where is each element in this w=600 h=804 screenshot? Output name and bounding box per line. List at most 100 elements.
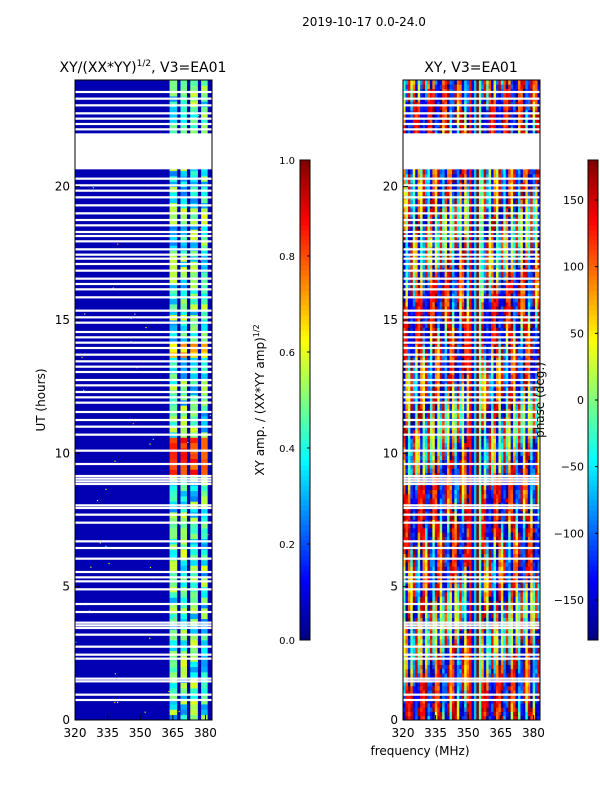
phase-cell	[498, 596, 501, 601]
amplitude-cell	[190, 80, 198, 86]
phase-cell	[459, 669, 462, 674]
phase-cell	[459, 421, 462, 426]
phase-cell	[518, 549, 521, 554]
phase-cell	[474, 413, 477, 418]
phase-cell	[420, 468, 423, 473]
phase-cell	[449, 703, 452, 708]
phase-cell	[469, 404, 472, 409]
phase-cell	[437, 524, 440, 529]
amplitude-cell	[190, 528, 198, 534]
phase-cell	[467, 703, 470, 708]
phase-cell	[462, 528, 465, 533]
phase-cell	[467, 455, 470, 460]
phase-cell	[454, 703, 457, 708]
phase-cell	[437, 451, 440, 456]
phase-cell	[506, 549, 509, 554]
amplitude-cell	[190, 171, 198, 177]
phase-cell	[496, 562, 499, 567]
phase-cell	[496, 673, 499, 678]
phase-cell	[415, 707, 418, 712]
phase-cell	[408, 515, 411, 520]
phase-cell	[508, 592, 511, 597]
amplitude-cell	[190, 597, 198, 603]
phase-cell	[432, 455, 435, 460]
phase-cell	[464, 413, 467, 418]
phase-cell	[423, 647, 426, 652]
phase-cell	[496, 711, 499, 716]
phase-cell	[413, 455, 416, 460]
amplitude-cell	[170, 597, 178, 603]
phase-cell	[491, 596, 494, 601]
phase-cell	[449, 613, 452, 618]
phase-cell	[432, 438, 435, 443]
phase-cell	[523, 549, 526, 554]
phase-cell	[528, 711, 531, 716]
phase-cell	[535, 639, 538, 644]
phase-cell	[410, 404, 413, 409]
phase-cell	[516, 468, 519, 473]
data-gap	[75, 514, 212, 516]
phase-cell	[457, 438, 460, 443]
phase-cell	[452, 421, 455, 426]
phase-cell	[435, 528, 438, 533]
phase-cell	[479, 707, 482, 712]
phase-cell	[535, 711, 538, 716]
phase-cell	[491, 413, 494, 418]
phase-cell	[427, 485, 430, 490]
amplitude-cell	[170, 299, 178, 305]
phase-cell	[508, 455, 511, 460]
colorbar-segment	[300, 210, 310, 216]
phase-cell	[518, 647, 521, 652]
data-gap	[75, 219, 212, 221]
phase-cell	[530, 485, 533, 490]
phase-cell	[427, 562, 430, 567]
amplitude-panel-title: XY/(XX*YY)1/2, V3=EA01	[60, 59, 227, 76]
amplitude-cell	[190, 373, 198, 379]
phase-cell	[508, 583, 511, 588]
phase-cell	[418, 673, 421, 678]
phase-cell	[528, 498, 531, 503]
phase-cell	[476, 438, 479, 443]
phase-cell	[486, 711, 489, 716]
phase-cell	[413, 443, 416, 448]
phase-cell	[420, 707, 423, 712]
phase-cell	[423, 498, 426, 503]
phase-cell	[415, 421, 418, 426]
phase-cell	[520, 669, 523, 674]
data-gap	[75, 622, 212, 624]
phase-cell	[486, 583, 489, 588]
phase-cell	[525, 711, 528, 716]
phase-cell	[481, 438, 484, 443]
phase-cell	[425, 566, 428, 571]
phase-cell	[528, 596, 531, 601]
phase-cell	[498, 647, 501, 652]
phase-cell	[530, 703, 533, 708]
amplitude-cell	[180, 491, 187, 497]
phase-cell	[498, 485, 501, 490]
phase-cell	[462, 404, 465, 409]
phase-cell	[442, 524, 445, 529]
phase-cell	[442, 455, 445, 460]
phase-cell	[533, 451, 536, 456]
phase-cell	[498, 494, 501, 499]
phase-cell	[528, 455, 531, 460]
phase-cell	[481, 669, 484, 674]
phase-cell	[489, 451, 492, 456]
phase-cell	[452, 583, 455, 588]
phase-cell	[435, 421, 438, 426]
data-gap	[75, 263, 212, 265]
phase-cell	[486, 528, 489, 533]
amplitude-speck	[83, 390, 84, 391]
data-gap	[75, 336, 212, 338]
phase-cell	[449, 549, 452, 554]
colorbar-tick-label: 0.2	[279, 540, 295, 551]
phase-cell	[489, 669, 492, 674]
colorbar-segment	[300, 540, 310, 546]
phase-cell	[425, 647, 428, 652]
phase-cell	[459, 707, 462, 712]
phase-cell	[425, 494, 428, 499]
phase-cell	[486, 566, 489, 571]
phase-cell	[525, 498, 528, 503]
phase-cell	[435, 404, 438, 409]
phase-cell	[508, 639, 511, 644]
